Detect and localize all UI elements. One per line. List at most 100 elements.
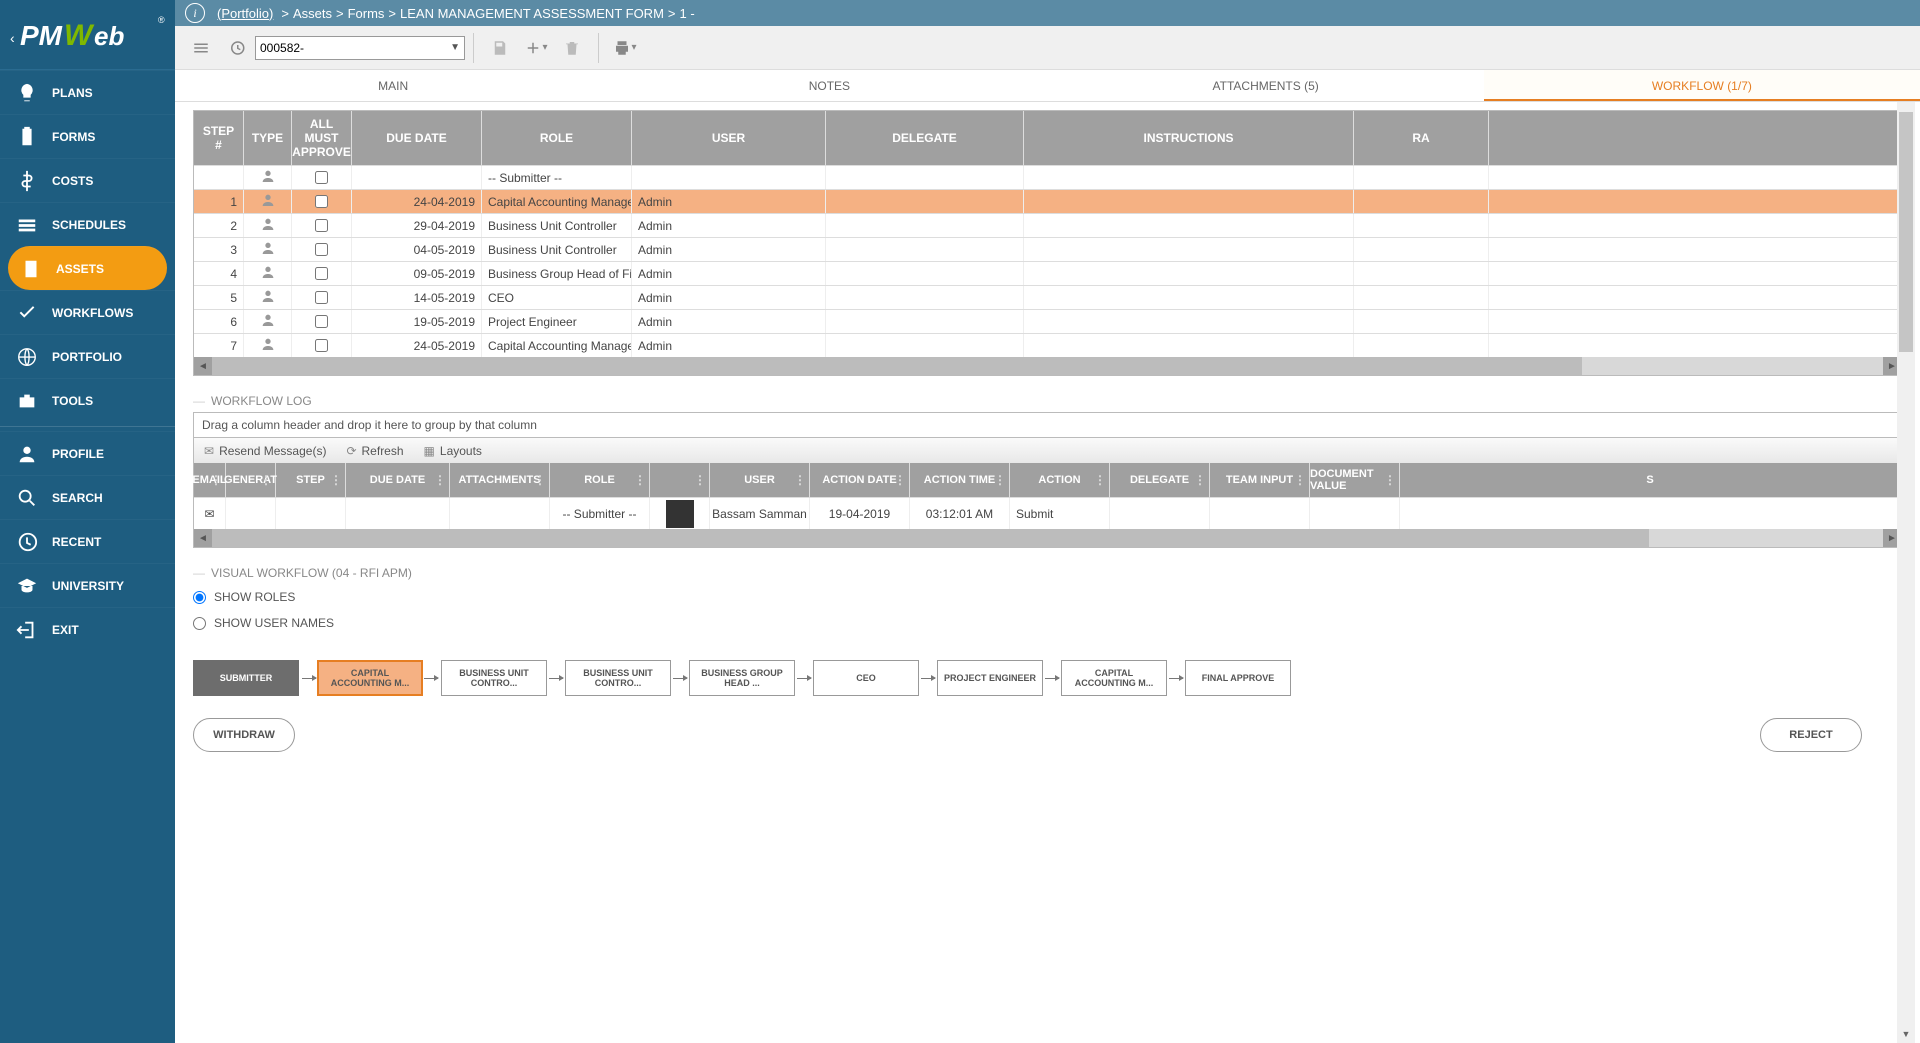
crumb-part[interactable]: 1 - (680, 6, 695, 21)
sidebar-item-portfolio[interactable]: PORTFOLIO (0, 334, 175, 378)
flow-node[interactable]: BUSINESS UNIT CONTRO... (441, 660, 547, 696)
save-icon[interactable] (482, 30, 518, 66)
col-due[interactable]: DUE DATE (352, 111, 482, 165)
flow-node[interactable]: SUBMITTER (193, 660, 299, 696)
show-roles-radio[interactable]: SHOW ROLES (193, 584, 1902, 610)
allmust-checkbox[interactable] (315, 195, 328, 208)
flow-node[interactable]: CAPITAL ACCOUNTING M... (1061, 660, 1167, 696)
show-users-input[interactable] (193, 617, 206, 630)
col-role[interactable]: ROLE (482, 111, 632, 165)
page-scrollbar[interactable]: ▲▼ (1897, 102, 1915, 1043)
lcol-team[interactable]: TEAM INPUT⋮ (1210, 463, 1310, 497)
sidebar-item-label: TOOLS (52, 394, 93, 408)
info-icon[interactable]: i (185, 3, 205, 23)
withdraw-button[interactable]: WITHDRAW (193, 718, 295, 752)
tab-notes[interactable]: NOTES (611, 70, 1047, 101)
col-step[interactable]: STEP # (194, 111, 244, 165)
col-inst[interactable]: INSTRUCTIONS (1024, 111, 1354, 165)
lcol-due[interactable]: DUE DATE⋮ (346, 463, 450, 497)
lcol-att[interactable]: ATTACHMENTS⋮ (450, 463, 550, 497)
show-roles-input[interactable] (193, 591, 206, 604)
sidebar-item-tools[interactable]: TOOLS (0, 378, 175, 422)
print-icon[interactable]: ▾ (607, 30, 643, 66)
col-rating[interactable]: RA (1354, 111, 1489, 165)
log-hscroll[interactable]: ◄► (194, 529, 1901, 547)
col-type[interactable]: TYPE (244, 111, 292, 165)
svg-text:PM: PM (20, 20, 63, 51)
email-icon[interactable]: ✉ (194, 498, 226, 529)
flow-node[interactable]: CAPITAL ACCOUNTING M... (317, 660, 423, 696)
step-row[interactable]: -- Submitter -- (194, 165, 1901, 189)
allmust-checkbox[interactable] (315, 267, 328, 280)
groupby-zone[interactable]: Drag a column header and drop it here to… (193, 412, 1902, 437)
flow-node[interactable]: BUSINESS GROUP HEAD ... (689, 660, 795, 696)
lcol-user[interactable]: USER⋮ (710, 463, 810, 497)
col-allmust[interactable]: ALL MUST APPROVE (292, 111, 352, 165)
flow-node[interactable]: FINAL APPROVE (1185, 660, 1291, 696)
layouts-button[interactable]: ▦Layouts (414, 444, 492, 458)
col-delegate[interactable]: DELEGATE (826, 111, 1024, 165)
lcol-delegate[interactable]: DELEGATE⋮ (1110, 463, 1210, 497)
allmust-checkbox[interactable] (315, 171, 328, 184)
sidebar-item-profile[interactable]: PROFILE (0, 431, 175, 475)
crumb-part[interactable]: LEAN MANAGEMENT ASSESSMENT FORM (400, 6, 664, 21)
lcol-role[interactable]: ROLE⋮ (550, 463, 650, 497)
lcol-status[interactable]: S (1400, 463, 1901, 497)
sidebar-item-workflows[interactable]: WORKFLOWS (0, 290, 175, 334)
sidebar-item-forms[interactable]: FORMS (0, 114, 175, 158)
sidebar-item-label: WORKFLOWS (52, 306, 133, 320)
tab-attachments[interactable]: ATTACHMENTS (5) (1048, 70, 1484, 101)
col-user[interactable]: USER (632, 111, 826, 165)
sidebar-item-exit[interactable]: EXIT (0, 607, 175, 651)
lcol-action[interactable]: ACTION⋮ (1010, 463, 1110, 497)
lcol-avatar[interactable]: ⋮ (650, 463, 710, 497)
lcol-doc[interactable]: DOCUMENT VALUE⋮ (1310, 463, 1400, 497)
lcol-gen[interactable]: GENERAT⋮ (226, 463, 276, 497)
delete-icon[interactable] (554, 30, 590, 66)
sidebar-item-plans[interactable]: PLANS (0, 70, 175, 114)
tab-main[interactable]: MAIN (175, 70, 611, 101)
sidebar-item-label: COSTS (52, 174, 93, 188)
crumb-part[interactable]: Assets (293, 6, 332, 21)
step-row[interactable]: 619-05-2019Project EngineerAdmin (194, 309, 1901, 333)
lcol-atime[interactable]: ACTION TIME⋮ (910, 463, 1010, 497)
allmust-checkbox[interactable] (315, 339, 328, 352)
step-row[interactable]: 304-05-2019Business Unit ControllerAdmin (194, 237, 1901, 261)
step-row[interactable]: 514-05-2019CEOAdmin (194, 285, 1901, 309)
sidebar-item-recent[interactable]: RECENT (0, 519, 175, 563)
crumb-part[interactable]: Forms (348, 6, 385, 21)
sidebar-item-costs[interactable]: COSTS (0, 158, 175, 202)
lcol-adate[interactable]: ACTION DATE⋮ (810, 463, 910, 497)
step-row[interactable]: 724-05-2019Capital Accounting ManageAdmi… (194, 333, 1901, 357)
reject-button[interactable]: REJECT (1760, 718, 1862, 752)
resend-button[interactable]: ✉Resend Message(s) (194, 444, 336, 458)
log-row[interactable]: ✉ -- Submitter -- Bassam Samman 19-04-20… (194, 497, 1901, 529)
person-icon (260, 264, 276, 283)
refresh-button[interactable]: ⟳Refresh (336, 444, 413, 458)
sidebar-item-search[interactable]: SEARCH (0, 475, 175, 519)
lcol-step[interactable]: STEP⋮ (276, 463, 346, 497)
allmust-checkbox[interactable] (315, 315, 328, 328)
sidebar-item-university[interactable]: UNIVERSITY (0, 563, 175, 607)
list-icon[interactable] (183, 30, 219, 66)
record-selector[interactable]: 000582- ▼ (255, 36, 465, 60)
show-users-radio[interactable]: SHOW USER NAMES (193, 610, 1902, 636)
step-row[interactable]: 229-04-2019Business Unit ControllerAdmin (194, 213, 1901, 237)
sidebar-item-assets[interactable]: ASSETS (8, 246, 167, 290)
crumb-root[interactable]: (Portfolio) (217, 6, 273, 21)
tab-workflow[interactable]: WORKFLOW (1/7) (1484, 70, 1920, 101)
step-row[interactable]: 409-05-2019Business Group Head of FiAdmi… (194, 261, 1901, 285)
sidebar-item-schedules[interactable]: SCHEDULES (0, 202, 175, 246)
history-icon[interactable] (219, 30, 255, 66)
allmust-checkbox[interactable] (315, 291, 328, 304)
flow-node[interactable]: PROJECT ENGINEER (937, 660, 1043, 696)
add-icon[interactable]: ▾ (518, 30, 554, 66)
steps-hscroll[interactable]: ◄► (194, 357, 1901, 375)
sidebar-item-label: FORMS (52, 130, 95, 144)
step-row[interactable]: 124-04-2019Capital Accounting ManageAdmi… (194, 189, 1901, 213)
allmust-checkbox[interactable] (315, 243, 328, 256)
allmust-checkbox[interactable] (315, 219, 328, 232)
lcol-email[interactable]: EMAIL⋮ (194, 463, 226, 497)
flow-node[interactable]: BUSINESS UNIT CONTRO... (565, 660, 671, 696)
flow-node[interactable]: CEO (813, 660, 919, 696)
